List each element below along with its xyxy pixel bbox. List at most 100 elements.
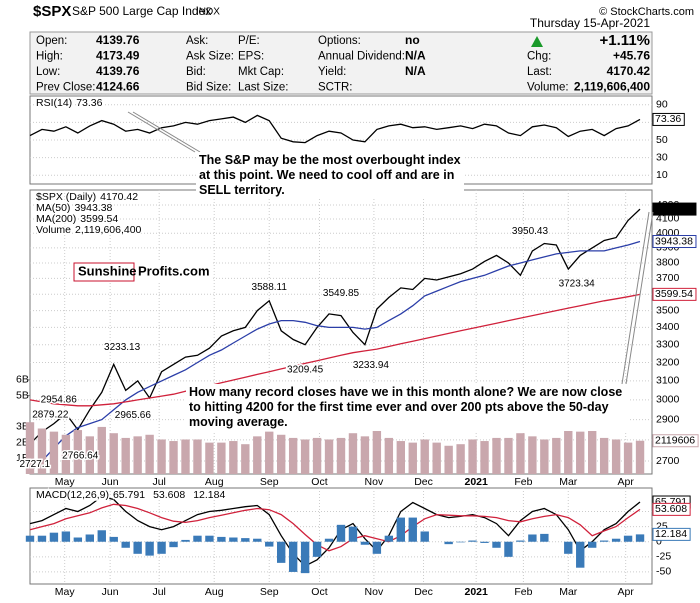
bar bbox=[73, 537, 83, 542]
bar bbox=[37, 428, 47, 474]
legend-value: 2,119,606,400 bbox=[75, 224, 142, 236]
bar bbox=[217, 442, 226, 474]
bar bbox=[516, 433, 525, 474]
y-tick-label: 3200 bbox=[656, 356, 680, 368]
field-value: 2,119,606,400 bbox=[574, 80, 650, 94]
field-label: Options: bbox=[318, 35, 361, 47]
x-tick-label: May bbox=[55, 476, 76, 488]
bar bbox=[528, 534, 537, 542]
field-value: 4170.42 bbox=[607, 64, 651, 78]
bar bbox=[265, 541, 274, 547]
field-value: 4124.66 bbox=[96, 80, 140, 94]
bar bbox=[288, 541, 298, 572]
bar bbox=[348, 433, 358, 474]
date: Thursday 15-Apr-2021 bbox=[530, 16, 650, 30]
value-tag bbox=[652, 287, 697, 301]
price-label: 3950.43 bbox=[512, 226, 549, 237]
price-label: 2954.86 bbox=[41, 394, 78, 405]
value-tag-label: 3943.38 bbox=[655, 235, 693, 247]
bar bbox=[109, 433, 118, 474]
bar bbox=[360, 541, 370, 545]
bar bbox=[456, 541, 465, 543]
bar bbox=[540, 533, 549, 542]
y-tick-label: 3300 bbox=[656, 338, 680, 350]
legend-value: 73.36 bbox=[76, 97, 102, 109]
symbol: $SPX bbox=[33, 3, 71, 20]
bar bbox=[229, 441, 238, 474]
field-label: Chg: bbox=[527, 51, 551, 63]
bar bbox=[564, 541, 573, 554]
bar bbox=[420, 439, 429, 474]
y-tick-label: 25 bbox=[656, 520, 668, 532]
bar bbox=[277, 541, 286, 563]
x-tick-label: Jul bbox=[152, 476, 165, 488]
bar bbox=[372, 541, 382, 554]
bar bbox=[265, 431, 274, 474]
bar bbox=[133, 541, 142, 554]
x-tick-label: Dec bbox=[414, 476, 433, 488]
value-tag-label: 4170.42 bbox=[655, 203, 693, 215]
line bbox=[29, 208, 641, 445]
note-arrow bbox=[625, 211, 654, 385]
bar bbox=[492, 541, 501, 548]
x-tick-label: Jul bbox=[152, 586, 165, 598]
y-tick-label: -50 bbox=[656, 566, 671, 578]
bar bbox=[25, 535, 35, 542]
field-value: 4139.76 bbox=[96, 64, 140, 78]
note-arrow bbox=[621, 211, 650, 385]
y-tick-label: 3700 bbox=[656, 272, 680, 284]
y2-tick-label: 6B bbox=[16, 374, 29, 386]
x-tick-label: May bbox=[55, 586, 76, 598]
price-label: 3233.13 bbox=[104, 342, 141, 353]
y-tick-label: 90 bbox=[656, 99, 668, 111]
x-tick-label: Oct bbox=[311, 476, 327, 488]
bar bbox=[528, 436, 537, 474]
bar bbox=[588, 541, 597, 548]
bar bbox=[121, 541, 130, 548]
value-tag bbox=[652, 202, 697, 216]
field-value: 4173.49 bbox=[96, 49, 140, 63]
bar bbox=[312, 437, 322, 474]
field-label: Annual Dividend: bbox=[318, 51, 405, 63]
field-label: Mkt Cap: bbox=[238, 66, 284, 78]
note-arrow bbox=[127, 111, 196, 153]
bar bbox=[576, 431, 585, 474]
legend-value: 65.791 bbox=[113, 489, 145, 501]
y-tick-label: 50 bbox=[656, 134, 668, 146]
field-label: Yield: bbox=[318, 66, 346, 78]
bar bbox=[205, 535, 214, 542]
field-label: Prev Close: bbox=[36, 82, 95, 94]
bar bbox=[480, 441, 489, 474]
bar bbox=[348, 526, 358, 542]
legend-name: MACD(12,26,9) bbox=[36, 489, 109, 501]
bar bbox=[599, 437, 609, 474]
field-label: EPS: bbox=[238, 51, 264, 63]
price-label: 2727.1 bbox=[19, 459, 50, 470]
y-tick-label: 3800 bbox=[656, 257, 680, 269]
field-label: Bid: bbox=[186, 66, 206, 78]
bar bbox=[49, 532, 59, 542]
index-name: S&P 500 Large Cap Index bbox=[72, 4, 211, 18]
field-label: Ask: bbox=[186, 35, 208, 47]
bar bbox=[384, 437, 394, 474]
x-tick-label: Sep bbox=[260, 476, 279, 488]
up-arrow bbox=[531, 36, 543, 47]
bar bbox=[336, 437, 346, 474]
field-value: no bbox=[405, 33, 420, 47]
logo-sun: Sunshine bbox=[78, 263, 137, 278]
bar bbox=[540, 439, 549, 474]
y2-tick-label: 1B bbox=[16, 452, 29, 464]
field-label: P/E: bbox=[238, 35, 260, 47]
field-label: Last Size: bbox=[238, 82, 289, 94]
x-tick-label: Feb bbox=[514, 586, 532, 598]
field-value: +1.11% bbox=[600, 32, 650, 49]
bar bbox=[193, 535, 202, 542]
note-arrow bbox=[132, 111, 201, 153]
line bbox=[29, 114, 641, 144]
bar bbox=[169, 441, 178, 474]
x-tick-label: Jun bbox=[102, 586, 119, 598]
x-tick-label: Aug bbox=[205, 476, 224, 488]
bar bbox=[360, 436, 370, 474]
bar bbox=[336, 524, 346, 542]
